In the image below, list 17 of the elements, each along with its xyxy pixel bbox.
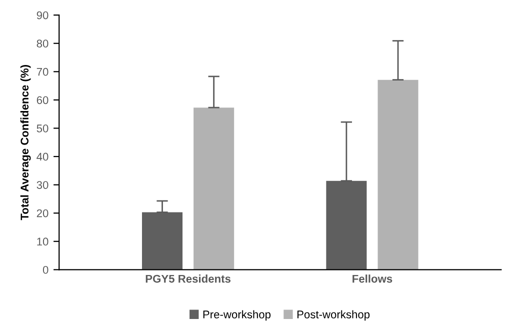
x-tick-label: Fellows	[352, 274, 392, 283]
y-tick-label: 40	[36, 152, 48, 161]
y-tick-label: 0	[42, 266, 48, 274]
y-tick-label: 10	[37, 238, 48, 246]
y-tick-label: 90	[36, 11, 48, 20]
x-tick-label: PGY5 Residents	[146, 274, 230, 283]
y-tick-label: 60	[36, 96, 48, 104]
legend-label: Post-workshop	[297, 310, 370, 321]
y-tick-label: 30	[36, 181, 48, 189]
legend-label: Pre-workshop	[203, 310, 271, 321]
bar	[378, 80, 418, 270]
y-axis-title: Total Average Confidence (%)	[20, 65, 31, 220]
y-tick-label: 80	[36, 40, 48, 48]
bar	[194, 108, 234, 270]
y-tick-label: 20	[36, 209, 48, 218]
y-tick-label: 70	[36, 68, 48, 76]
y-tick-label: 50	[36, 124, 48, 132]
